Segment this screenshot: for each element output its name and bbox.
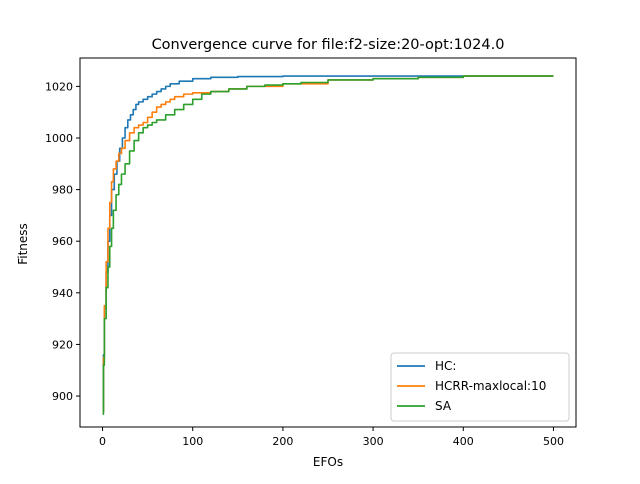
ticks-layer: 0 100 200 300 400 500 900 920 940 960 980 1000 1020 <box>45 80 564 448</box>
legend-box <box>390 352 570 422</box>
y-tick-label: 980 <box>52 184 73 197</box>
chart-title: Convergence curve for file:f2-size:20-op… <box>152 37 505 53</box>
plot-frame <box>79 57 577 428</box>
x-tick-label: 500 <box>543 435 564 448</box>
x-tick-label: 400 <box>453 435 474 448</box>
legend-label-2: SA <box>435 399 452 413</box>
legend: HC: HCRR-maxlocal:10 SA <box>390 352 570 422</box>
y-tick-label: 960 <box>52 235 73 248</box>
x-tick-label: 0 <box>99 435 106 448</box>
legend-label-0: HC: <box>435 359 456 373</box>
series-line-2 <box>102 75 554 415</box>
y-tick-label: 920 <box>52 338 73 351</box>
legend-label-1: HCRR-maxlocal:10 <box>435 379 546 393</box>
y-tick-label: 900 <box>52 390 73 403</box>
y-axis-label: Fitness <box>16 223 30 265</box>
y-tick-label: 1000 <box>45 132 73 145</box>
y-tick-label: 1020 <box>45 80 73 93</box>
series-layer <box>102 75 554 415</box>
x-axis-label: EFOs <box>313 455 343 469</box>
x-tick-label: 300 <box>363 435 384 448</box>
x-tick-label: 100 <box>182 435 203 448</box>
y-tick-label: 940 <box>52 287 73 300</box>
x-tick-label: 200 <box>272 435 293 448</box>
